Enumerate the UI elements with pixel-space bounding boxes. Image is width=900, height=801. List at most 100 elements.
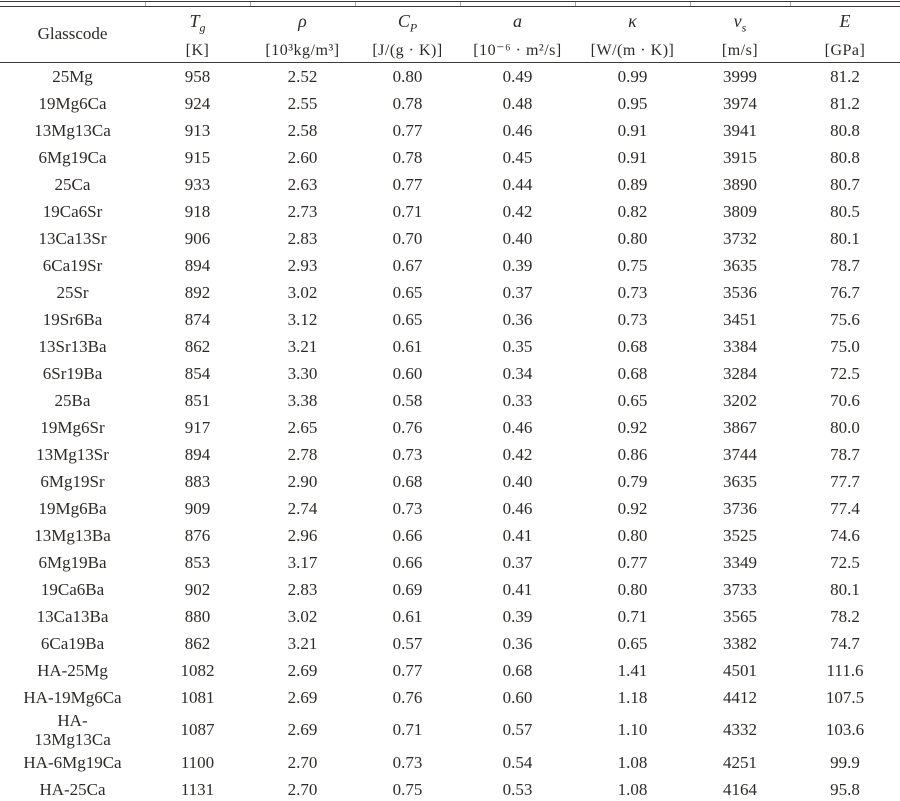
value-cell: 0.80 <box>617 228 648 248</box>
value-cell: 0.78 <box>392 147 423 167</box>
value-cell: 0.42 <box>502 201 533 221</box>
rule-column-tick <box>145 2 146 6</box>
value-cell: 3736 <box>723 498 757 518</box>
value-cell: 3.21 <box>287 336 318 356</box>
value-cell: 3999 <box>723 66 757 86</box>
value-cell: 0.58 <box>392 390 423 410</box>
column-header-sound-velocity: vs [m/s] <box>690 7 790 62</box>
table-row: 6Mg19Ba 853 3.17 0.66 0.37 0.77 3349 72.5 <box>0 549 900 576</box>
table-row: 25Ca 933 2.63 0.77 0.44 0.89 3890 80.7 <box>0 171 900 198</box>
value-cell: 0.37 <box>502 282 533 302</box>
heat-capacity-unit: [J/(g · K)] <box>372 41 443 59</box>
glasscode-cell: 6Ca19Sr <box>42 255 103 275</box>
value-cell: 3382 <box>723 633 757 653</box>
value-cell: 3974 <box>723 93 757 113</box>
heat-capacity-symbol: CP <box>397 11 418 35</box>
value-cell: 99.9 <box>830 752 860 772</box>
value-cell: 0.40 <box>502 228 533 248</box>
value-cell: 851 <box>184 390 211 410</box>
value-cell: 1.08 <box>617 752 648 772</box>
column-header-thermal-diffusivity: a [10⁻⁶ · m²/s] <box>460 7 575 62</box>
value-cell: 0.67 <box>392 255 423 275</box>
value-cell: 2.70 <box>287 752 318 772</box>
value-cell: 80.5 <box>830 201 860 221</box>
table-row: 19Sr6Ba 874 3.12 0.65 0.36 0.73 3451 75.6 <box>0 306 900 333</box>
value-cell: 0.60 <box>502 687 533 707</box>
value-cell: 3809 <box>723 201 757 221</box>
value-cell: 0.77 <box>617 552 648 572</box>
value-cell: 0.66 <box>392 552 423 572</box>
value-cell: 78.2 <box>830 606 860 626</box>
column-header-glasscode: Glasscode <box>0 7 145 62</box>
glasscode-cell: 13Ca13Ba <box>36 606 109 626</box>
value-cell: 95.8 <box>830 779 860 799</box>
glasscode-cell: HA- 13Mg13Ca <box>34 710 111 749</box>
value-cell: 78.7 <box>830 255 860 275</box>
value-cell: 0.39 <box>502 255 533 275</box>
value-cell: 906 <box>184 228 211 248</box>
value-cell: 4332 <box>723 720 757 740</box>
value-cell: 0.89 <box>617 174 648 194</box>
value-cell: 0.95 <box>617 93 648 113</box>
rule-column-tick <box>575 2 576 6</box>
table-body: 25Mg 958 2.52 0.80 0.49 0.99 3999 81.2 19Mg6Ca 92… <box>0 62 900 801</box>
value-cell: 0.35 <box>502 336 533 356</box>
glasscode-cell: HA-25Ca <box>39 779 106 799</box>
table-header: Glasscode Tg [K] ρ [10³kg/m³] CP [J/(g ·… <box>0 7 900 63</box>
value-cell: 0.76 <box>392 687 423 707</box>
value-cell: 0.73 <box>617 309 648 329</box>
value-cell: 0.49 <box>502 66 533 86</box>
value-cell: 894 <box>184 444 211 464</box>
value-cell: 0.46 <box>502 120 533 140</box>
value-cell: 2.83 <box>287 579 318 599</box>
header-row: Glasscode Tg [K] ρ [10³kg/m³] CP [J/(g ·… <box>0 7 900 63</box>
value-cell: 0.66 <box>392 525 423 545</box>
value-cell: 0.79 <box>617 471 648 491</box>
table-row: 13Sr13Ba 862 3.21 0.61 0.35 0.68 3384 75.0 <box>0 333 900 360</box>
glasscode-cell: 25Mg <box>52 66 93 86</box>
value-cell: 0.77 <box>392 174 423 194</box>
value-cell: 2.93 <box>287 255 318 275</box>
value-cell: 0.36 <box>502 633 533 653</box>
value-cell: 2.83 <box>287 228 318 248</box>
value-cell: 853 <box>184 552 211 572</box>
value-cell: 0.71 <box>617 606 648 626</box>
glasscode-cell: 19Ca6Ba <box>40 579 105 599</box>
value-cell: 0.78 <box>392 93 423 113</box>
table-row: 6Mg19Ca 915 2.60 0.78 0.45 0.91 3915 80.8 <box>0 144 900 171</box>
value-cell: 0.99 <box>617 66 648 86</box>
value-cell: 80.1 <box>830 228 860 248</box>
value-cell: 0.61 <box>392 606 423 626</box>
density-symbol: ρ <box>298 11 307 31</box>
value-cell: 80.1 <box>830 579 860 599</box>
value-cell: 78.7 <box>830 444 860 464</box>
glasscode-header-label: Glasscode <box>37 24 108 44</box>
value-cell: 883 <box>184 471 211 491</box>
glasscode-cell: 19Ca6Sr <box>42 201 103 221</box>
value-cell: 2.65 <box>287 417 318 437</box>
rule-column-tick <box>355 2 356 6</box>
table-row: 13Ca13Sr 906 2.83 0.70 0.40 0.80 3732 80.1 <box>0 225 900 252</box>
value-cell: 4251 <box>723 752 757 772</box>
table-row: 19Mg6Sr 917 2.65 0.76 0.46 0.92 3867 80.0 <box>0 414 900 441</box>
glasscode-cell: 25Sr <box>56 282 89 302</box>
value-cell: 3915 <box>723 147 757 167</box>
table-row: 6Sr19Ba 854 3.30 0.60 0.34 0.68 3284 72.5 <box>0 360 900 387</box>
glasscode-cell: 13Sr13Ba <box>38 336 107 356</box>
value-cell: 0.41 <box>502 525 533 545</box>
sound-velocity-unit: [m/s] <box>721 41 759 59</box>
value-cell: 0.70 <box>392 228 423 248</box>
value-cell: 3635 <box>723 255 757 275</box>
value-cell: 4164 <box>723 779 757 799</box>
value-cell: 1082 <box>180 660 215 680</box>
value-cell: 0.53 <box>502 779 533 799</box>
value-cell: 918 <box>184 201 211 221</box>
value-cell: 933 <box>184 174 211 194</box>
value-cell: 0.73 <box>617 282 648 302</box>
value-cell: 1.08 <box>617 779 648 799</box>
table-row: 6Ca19Ba 862 3.21 0.57 0.36 0.65 3382 74.7 <box>0 630 900 657</box>
value-cell: 1.41 <box>617 660 648 680</box>
table-row: 19Mg6Ca 924 2.55 0.78 0.48 0.95 3974 81.2 <box>0 90 900 117</box>
value-cell: 103.6 <box>825 720 865 740</box>
